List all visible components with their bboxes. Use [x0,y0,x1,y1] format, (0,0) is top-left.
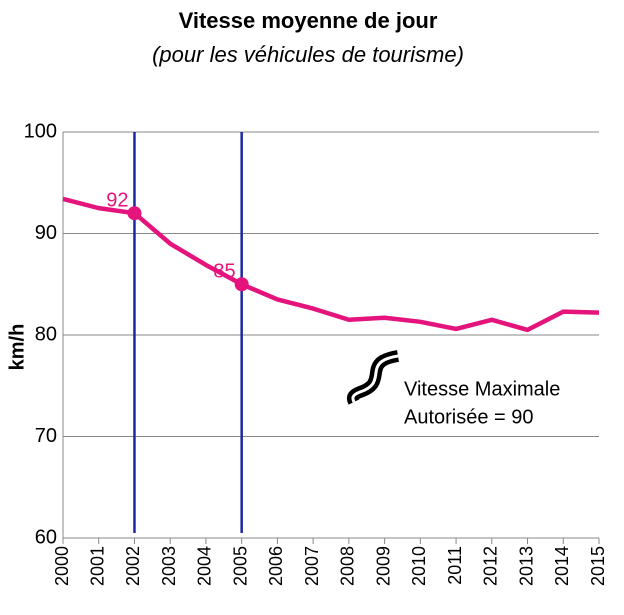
x-tick-label: 2001 [87,546,107,586]
chart-title: Vitesse moyenne de jour [179,8,438,33]
y-axis-label: km/h [6,324,28,371]
x-tick-label: 2005 [230,546,250,586]
x-tick-label: 2015 [588,546,608,586]
point-marker [234,277,249,292]
annotation: Vitesse Maximale [404,378,560,400]
data-line [62,196,600,333]
x-tick-label: 2000 [52,546,72,586]
y-tick-label: 90 [35,222,57,244]
x-tick-label: 2003 [159,546,179,586]
x-tick-label: 2013 [516,546,536,586]
y-tick-label: 100 [24,120,57,142]
x-tick-label: 2014 [552,546,572,586]
x-tick-label: 2008 [338,546,358,586]
data-label: 85 [213,261,235,283]
y-tick-label: 60 [35,526,57,548]
y-tick-label: 70 [35,425,57,447]
x-tick-label: 2007 [302,546,322,586]
x-tick-label: 2002 [123,546,143,586]
x-tick-label: 2011 [445,546,465,585]
chart-subtitle: (pour les véhicules de tourisme) [152,42,464,67]
x-tick-label: 2006 [266,546,286,586]
x-tick-label: 2010 [409,546,429,586]
data-label: 92 [106,189,128,211]
x-tick-label: 2009 [373,546,393,586]
point-marker [127,206,142,221]
x-tick-label: 2004 [195,546,215,586]
x-tick-label: 2012 [481,546,501,586]
annotation: Autorisée = 90 [404,406,534,428]
speed-limit-icon [346,350,400,405]
y-tick-label: 80 [35,323,57,345]
